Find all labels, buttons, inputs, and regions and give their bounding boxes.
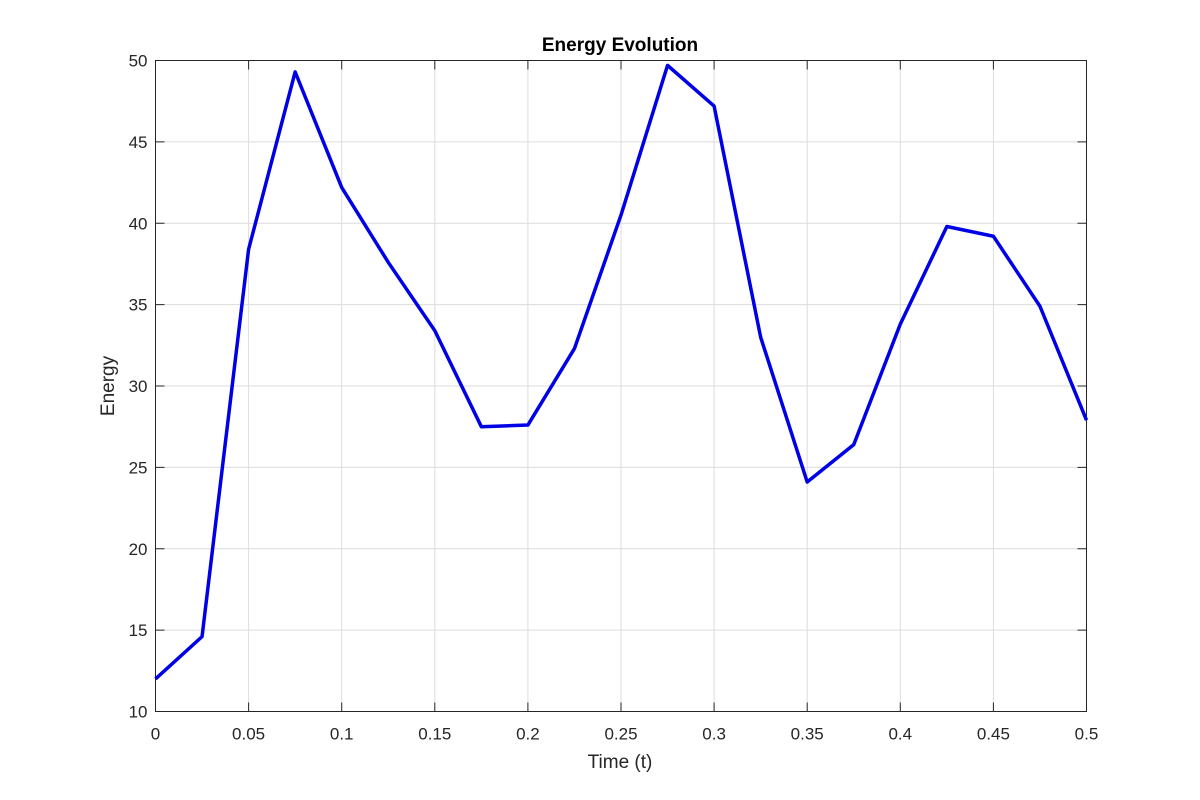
x-tick-label: 0.1: [330, 725, 354, 744]
x-tick-label: 0.05: [232, 725, 265, 744]
tick-labels: 0 0.05 0.1 0.15 0.2 0.25 0.3 0.35 0.4 0.45 0.5 10 15…: [129, 52, 1099, 744]
x-tick-label: 0.45: [977, 725, 1010, 744]
x-tick-label: 0.4: [888, 725, 912, 744]
y-tick-label: 40: [129, 214, 148, 233]
x-axis-label: Time (t): [588, 752, 653, 773]
x-tick-label: 0.5: [1075, 725, 1099, 744]
y-tick-label: 30: [129, 377, 148, 396]
y-tick-label: 45: [129, 133, 148, 152]
y-axis-label: Energy: [98, 355, 119, 416]
y-tick-label: 35: [129, 296, 148, 315]
x-tick-label: 0.25: [604, 725, 637, 744]
x-tick-label: 0.15: [418, 725, 451, 744]
chart-title: Energy Evolution: [542, 35, 698, 56]
grid: [155, 60, 1087, 712]
x-tick-label: 0.35: [791, 725, 824, 744]
axis-ticks: [155, 60, 1087, 712]
y-tick-label: 50: [129, 52, 148, 71]
y-tick-label: 20: [129, 540, 148, 559]
y-tick-label: 15: [129, 621, 148, 640]
x-tick-label: 0: [151, 725, 160, 744]
x-tick-label: 0.3: [702, 725, 726, 744]
y-tick-label: 25: [129, 458, 148, 477]
series-layer: [154, 63, 1089, 681]
y-tick-label: 10: [129, 703, 148, 722]
x-tick-label: 0.2: [516, 725, 540, 744]
